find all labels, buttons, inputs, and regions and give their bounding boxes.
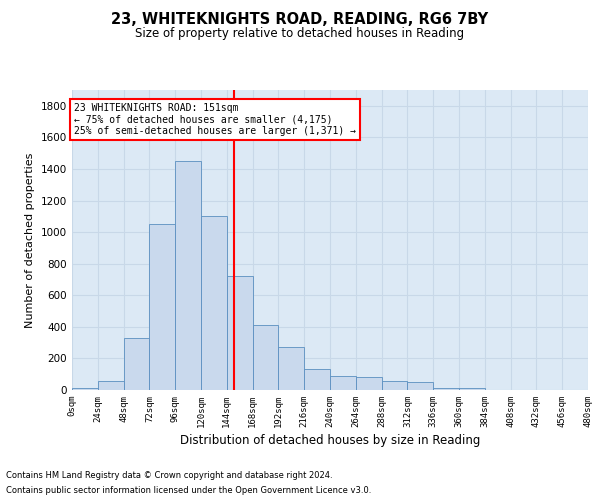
Text: 23 WHITEKNIGHTS ROAD: 151sqm
← 75% of detached houses are smaller (4,175)
25% of: 23 WHITEKNIGHTS ROAD: 151sqm ← 75% of de… xyxy=(74,102,356,136)
Bar xyxy=(433,388,459,390)
Bar xyxy=(356,378,382,390)
Bar xyxy=(227,276,253,390)
Bar xyxy=(124,338,149,390)
Bar xyxy=(304,370,330,390)
Text: Contains public sector information licensed under the Open Government Licence v3: Contains public sector information licen… xyxy=(6,486,371,495)
Bar xyxy=(382,380,407,390)
Text: Contains HM Land Registry data © Crown copyright and database right 2024.: Contains HM Land Registry data © Crown c… xyxy=(6,471,332,480)
Bar xyxy=(201,216,227,390)
Y-axis label: Number of detached properties: Number of detached properties xyxy=(25,152,35,328)
Text: Size of property relative to detached houses in Reading: Size of property relative to detached ho… xyxy=(136,28,464,40)
Bar xyxy=(407,382,433,390)
Text: 23, WHITEKNIGHTS ROAD, READING, RG6 7BY: 23, WHITEKNIGHTS ROAD, READING, RG6 7BY xyxy=(112,12,488,28)
Bar xyxy=(72,388,98,390)
Bar xyxy=(149,224,175,390)
Bar xyxy=(253,326,278,390)
Bar xyxy=(175,161,201,390)
Bar xyxy=(98,380,124,390)
Bar xyxy=(459,388,485,390)
X-axis label: Distribution of detached houses by size in Reading: Distribution of detached houses by size … xyxy=(180,434,480,447)
Bar xyxy=(278,348,304,390)
Bar xyxy=(330,376,356,390)
